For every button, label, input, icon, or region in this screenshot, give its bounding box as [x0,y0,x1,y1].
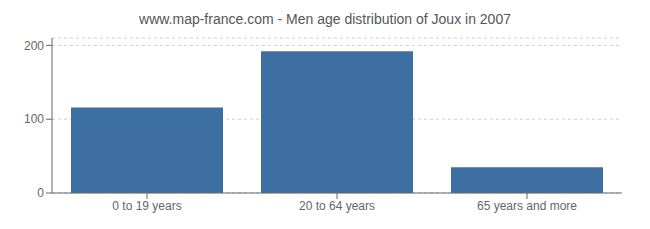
svg-text:0: 0 [37,186,44,200]
svg-text:100: 100 [24,112,44,126]
svg-text:0 to 19 years: 0 to 19 years [112,199,181,213]
svg-text:20 to 64 years: 20 to 64 years [299,199,375,213]
svg-text:65 years and more: 65 years and more [477,199,577,213]
svg-text:200: 200 [24,39,44,53]
html-text:www.map-france.com - Men age d: www.map-france.com - Men age distributio… [139,11,511,27]
